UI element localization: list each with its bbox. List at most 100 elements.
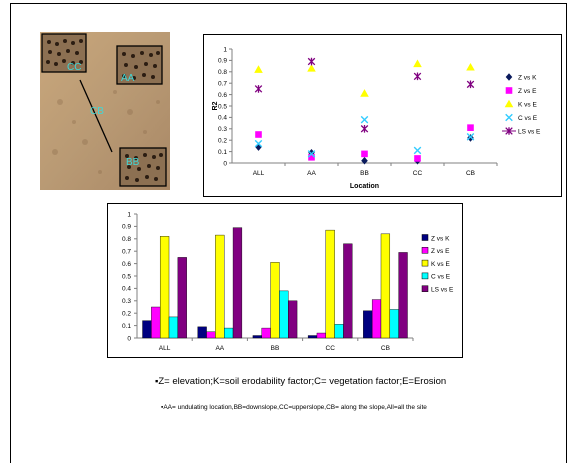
aerial-photo-svg: CC AA CB BB: [40, 32, 170, 190]
bar-z-vs-e-cb: [371, 299, 382, 339]
y-tick-label: 0.9: [122, 224, 131, 231]
bar-c-vs-e-aa: [224, 327, 234, 339]
inset-bottom-right: [119, 147, 167, 187]
legend-marker-c-vs-e: [505, 113, 513, 122]
bar-ls-vs-e-aa: [232, 227, 243, 339]
y-tick-label: 1: [223, 46, 227, 53]
x-axis-title: Location: [350, 183, 379, 190]
photo-label-cc: CC: [67, 62, 81, 73]
definitions-text: Z= elevation;K=soil erodability factor;C…: [158, 376, 447, 387]
x-tick-label-cb: CB: [381, 345, 390, 352]
bar-ls-vs-e-all: [177, 257, 187, 339]
y-tick-label: 0.5: [218, 103, 227, 110]
bar-z-vs-e-cc: [316, 332, 326, 339]
point-ls-vs-e-aa: [307, 57, 316, 66]
bar-c-vs-e-cc: [334, 324, 344, 339]
point-z-vs-e-cb: [467, 124, 474, 131]
bar-chart-panel: 0 0.1 0.2 0.3 0.4 0.5 0.6 0.7 0.8 0.9 1 ALL AA BB CC CB…: [107, 203, 463, 358]
series-c-vs-e: [254, 115, 475, 158]
point-k-vs-e-all: [254, 65, 263, 73]
x-tick-label-all: ALL: [253, 170, 265, 177]
y-tick-label: 0.8: [218, 69, 227, 76]
series-ls-vs-e: [254, 57, 475, 133]
legend-label-z-vs-e: Z vs E: [518, 88, 537, 95]
legend-swatch-k-vs-e: [421, 259, 429, 267]
x-tick-label-all: ALL: [159, 345, 171, 352]
y-tick-label: 0: [223, 160, 227, 167]
bar-z-vs-e-aa: [206, 331, 216, 339]
legend-marker-ls-vs-e: [505, 127, 513, 135]
legend-label-z-vs-k: Z vs K: [431, 235, 450, 242]
bar-c-vs-e-bb: [279, 290, 289, 339]
y-tick-label: 0.5: [122, 273, 131, 280]
y-tick-label: 0.2: [122, 311, 131, 318]
point-z-vs-e-cc: [414, 155, 421, 162]
bar-z-vs-k-all: [142, 320, 152, 339]
legend: Z vs K Z vs E K vs E C vs E LS vs E: [502, 73, 541, 135]
locations-note: ▪AA= undulating location,BB=downslope,CC…: [161, 404, 427, 411]
point-z-vs-e-all: [255, 131, 262, 138]
inset-top-right: [116, 45, 163, 85]
bar-z-vs-k-cc: [307, 335, 318, 339]
legend-label-z-vs-k: Z vs K: [518, 74, 537, 81]
y-tick-label: 0.7: [218, 81, 227, 88]
legend-label-k-vs-e: K vs E: [518, 101, 537, 108]
series-z-vs-k: [255, 134, 474, 165]
locations-text: AA= undulating location,BB=downslope,CC=…: [163, 404, 427, 411]
series-k-vs-e: [254, 59, 475, 97]
legend-label-ls-vs-e: LS vs E: [431, 287, 454, 294]
y-tick-label: 0: [127, 335, 131, 342]
x-tick-label-cc: CC: [326, 345, 336, 352]
legend-marker-z-vs-k: [505, 73, 513, 81]
y-tick-label: 0.2: [218, 138, 227, 145]
y-tick-label: 0.1: [122, 323, 131, 330]
point-c-vs-e-bb: [360, 115, 369, 124]
bar-k-vs-e-bb: [270, 262, 280, 339]
bar-z-vs-e-all: [151, 306, 161, 339]
point-ls-vs-e-cb: [466, 80, 475, 89]
x-tick-label-aa: AA: [215, 345, 224, 352]
legend-label-c-vs-e: C vs E: [431, 274, 451, 281]
y-tick-label: 0.8: [122, 236, 131, 243]
point-c-vs-e-cb: [466, 132, 475, 141]
photo-label-aa: AA: [121, 73, 135, 84]
point-k-vs-e-aa: [307, 64, 316, 72]
slope-transect-line: [79, 79, 113, 153]
bar-c-vs-e-cb: [389, 309, 399, 339]
scatter-chart-panel: 0 0.1 0.2 0.3 0.4 0.5 0.6 0.7 0.8 0.9 1 ALL AA BB CC CB…: [203, 34, 562, 197]
legend-swatch-ls-vs-e: [421, 285, 429, 292]
bar-ls-vs-e-bb: [288, 300, 298, 339]
x-tick-label-cb: CB: [466, 170, 475, 177]
x-tick-label-aa: AA: [307, 170, 316, 177]
definitions-note: ▪Z= elevation;K=soil erodability factor;…: [155, 376, 447, 387]
bar-z-vs-k-bb: [252, 335, 262, 339]
legend-swatch-c-vs-e: [421, 272, 429, 280]
point-c-vs-e-aa: [307, 150, 316, 158]
legend: Z vs K Z vs E K vs E C vs E LS vs E: [421, 234, 454, 294]
photo-label-bb: BB: [126, 157, 140, 168]
y-tick-label: 0.1: [218, 149, 227, 156]
aerial-photo: CC AA CB BB: [40, 32, 170, 190]
photo-texture: [52, 90, 160, 174]
inset-top-left: [41, 33, 87, 73]
point-c-vs-e-all: [254, 139, 263, 148]
point-k-vs-e-bb: [360, 89, 369, 97]
point-z-vs-e-bb: [361, 150, 368, 158]
legend-swatch-z-vs-e: [421, 247, 429, 254]
point-k-vs-e-cc: [413, 59, 422, 68]
y-tick-label: 0.3: [122, 298, 131, 305]
legend-marker-k-vs-e: [504, 99, 514, 108]
y-tick-label: 0.4: [122, 286, 131, 293]
bar-z-vs-k-cb: [363, 310, 373, 339]
y-tick-label: 0.9: [218, 58, 227, 65]
bar-z-vs-k-aa: [197, 326, 207, 339]
bar-k-vs-e-aa: [215, 234, 225, 339]
point-ls-vs-e-bb: [360, 125, 369, 133]
x-tick-label-cc: CC: [413, 170, 423, 177]
bar-ls-vs-e-cc: [343, 243, 353, 339]
legend-label-k-vs-e: K vs E: [431, 261, 450, 268]
legend-swatch-z-vs-k: [421, 234, 429, 241]
bar-k-vs-e-cb: [380, 233, 391, 339]
x-tick-label-bb: BB: [271, 345, 280, 352]
y-tick-label: 0.6: [122, 261, 131, 268]
